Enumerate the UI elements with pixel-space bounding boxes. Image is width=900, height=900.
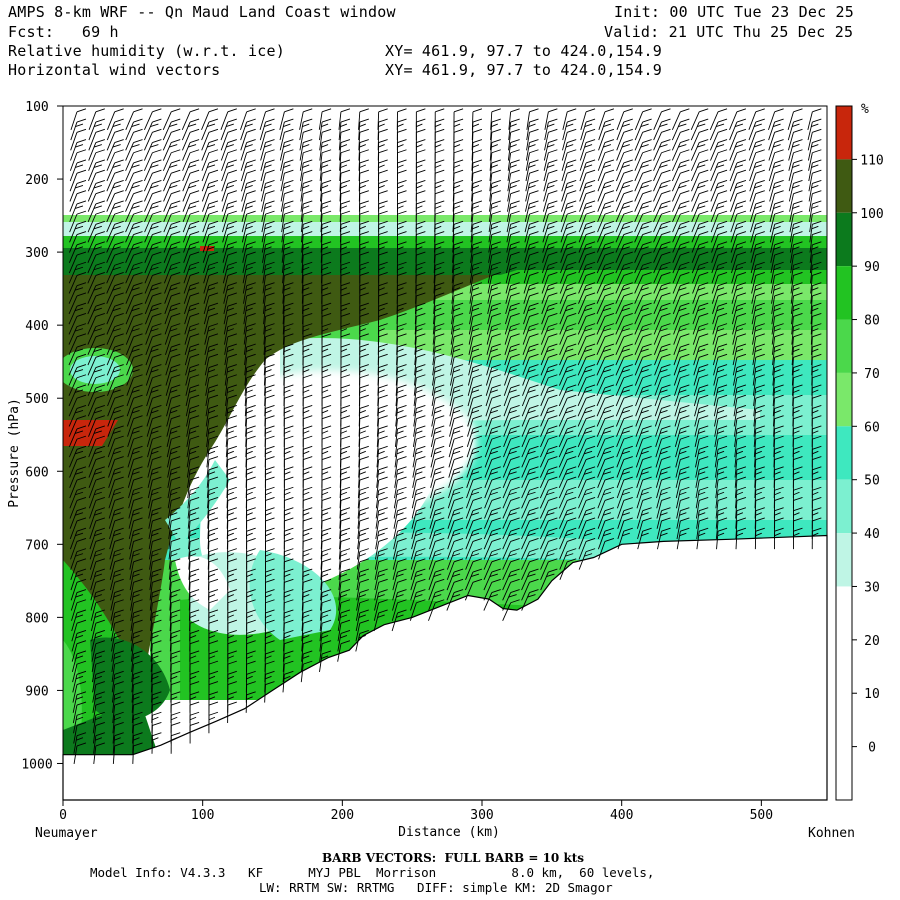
colorbar-level-label: 110 [860,153,883,168]
colorbar-level-label: 10 [864,687,880,702]
colorbar-swatch [836,533,852,587]
colorbar-level-label: 60 [864,420,880,435]
model-info-line1: Model Info: V4.3.3 KF MYJ PBL Morrison 8… [90,865,655,880]
y-tick-label: 200 [25,173,48,188]
x-axis: 0 100 200 300 400 500 [59,800,773,823]
y-tick-label: 300 [25,246,48,261]
colorbar-swatch [836,266,852,320]
colorbar-level-label: 50 [864,474,880,489]
x-tick-label: 200 [331,808,354,823]
terrain-surface [62,534,828,801]
plot-title: AMPS 8-km WRF -- Qn Maud Land Coast wind… [8,3,396,21]
valid-time: Valid: 21 UTC Thu 25 Dec 25 [604,23,854,41]
x-tick-label: 500 [750,808,773,823]
colorbar-swatch [836,479,852,534]
y-tick-label: 500 [25,392,48,407]
y-axis: 100 200 300 400 500 600 700 800 900 1000 [21,100,63,772]
y-tick-label: 600 [25,465,48,480]
forecast-hour: Fcst: 69 h [8,23,119,41]
y-tick-label: 100 [25,100,48,115]
colorbar-unit: % [861,102,869,117]
y-tick-label: 1000 [21,757,52,772]
left-endpoint-label: Neumayer [35,826,98,841]
x-tick-label: 0 [59,808,67,823]
colorbar-level-label: 90 [864,260,880,275]
colorbar-swatch [836,693,852,747]
barb-note: BARB VECTORS: FULL BARB = 10 kts [322,851,585,865]
y-tick-label: 900 [25,684,48,699]
colorbar-level-label: 20 [864,634,880,649]
colorbar-swatch [836,372,852,427]
colorbar-level-label: 70 [864,367,880,382]
x-tick-label: 300 [470,808,493,823]
colorbar-swatch [836,106,852,160]
x-tick-label: 400 [610,808,633,823]
right-endpoint-label: Kohnen [808,826,855,841]
x-axis-label: Distance (km) [398,825,500,840]
colorbar-swatch [836,639,852,694]
colorbar-swatch [836,319,852,373]
xy-range-2: XY= 461.9, 97.7 to 424.0,154.9 [385,61,662,79]
colorbar-swatch [836,212,852,267]
colorbar-level-label: 30 [864,580,880,595]
colorbar-level-label: 100 [860,207,883,222]
plot-frame [62,105,828,801]
colorbar-swatch [836,159,852,213]
colorbar-level-label: 0 [868,741,876,756]
y-tick-label: 400 [25,319,48,334]
xy-range-1: XY= 461.9, 97.7 to 424.0,154.9 [385,42,662,60]
y-tick-label: 700 [25,538,48,553]
model-info-line2: LW: RRTM SW: RRTMG DIFF: simple KM: 2D S… [259,880,613,895]
colorbar-level-label: 80 [864,314,880,329]
init-time: Init: 00 UTC Tue 23 Dec 25 [614,3,854,21]
field-label-rh: Relative humidity (w.r.t. ice) [8,42,285,60]
colorbar-swatch [836,426,852,480]
wind-barbs [68,108,822,765]
x-tick-label: 100 [191,808,214,823]
field-label-wind: Horizontal wind vectors [8,61,221,79]
colorbar-swatch [836,746,852,800]
colorbar-swatch [836,586,852,640]
colorbar-level-label: 40 [864,527,880,542]
y-axis-label: Pressure (hPa) [7,398,22,508]
y-tick-label: 800 [25,611,48,626]
